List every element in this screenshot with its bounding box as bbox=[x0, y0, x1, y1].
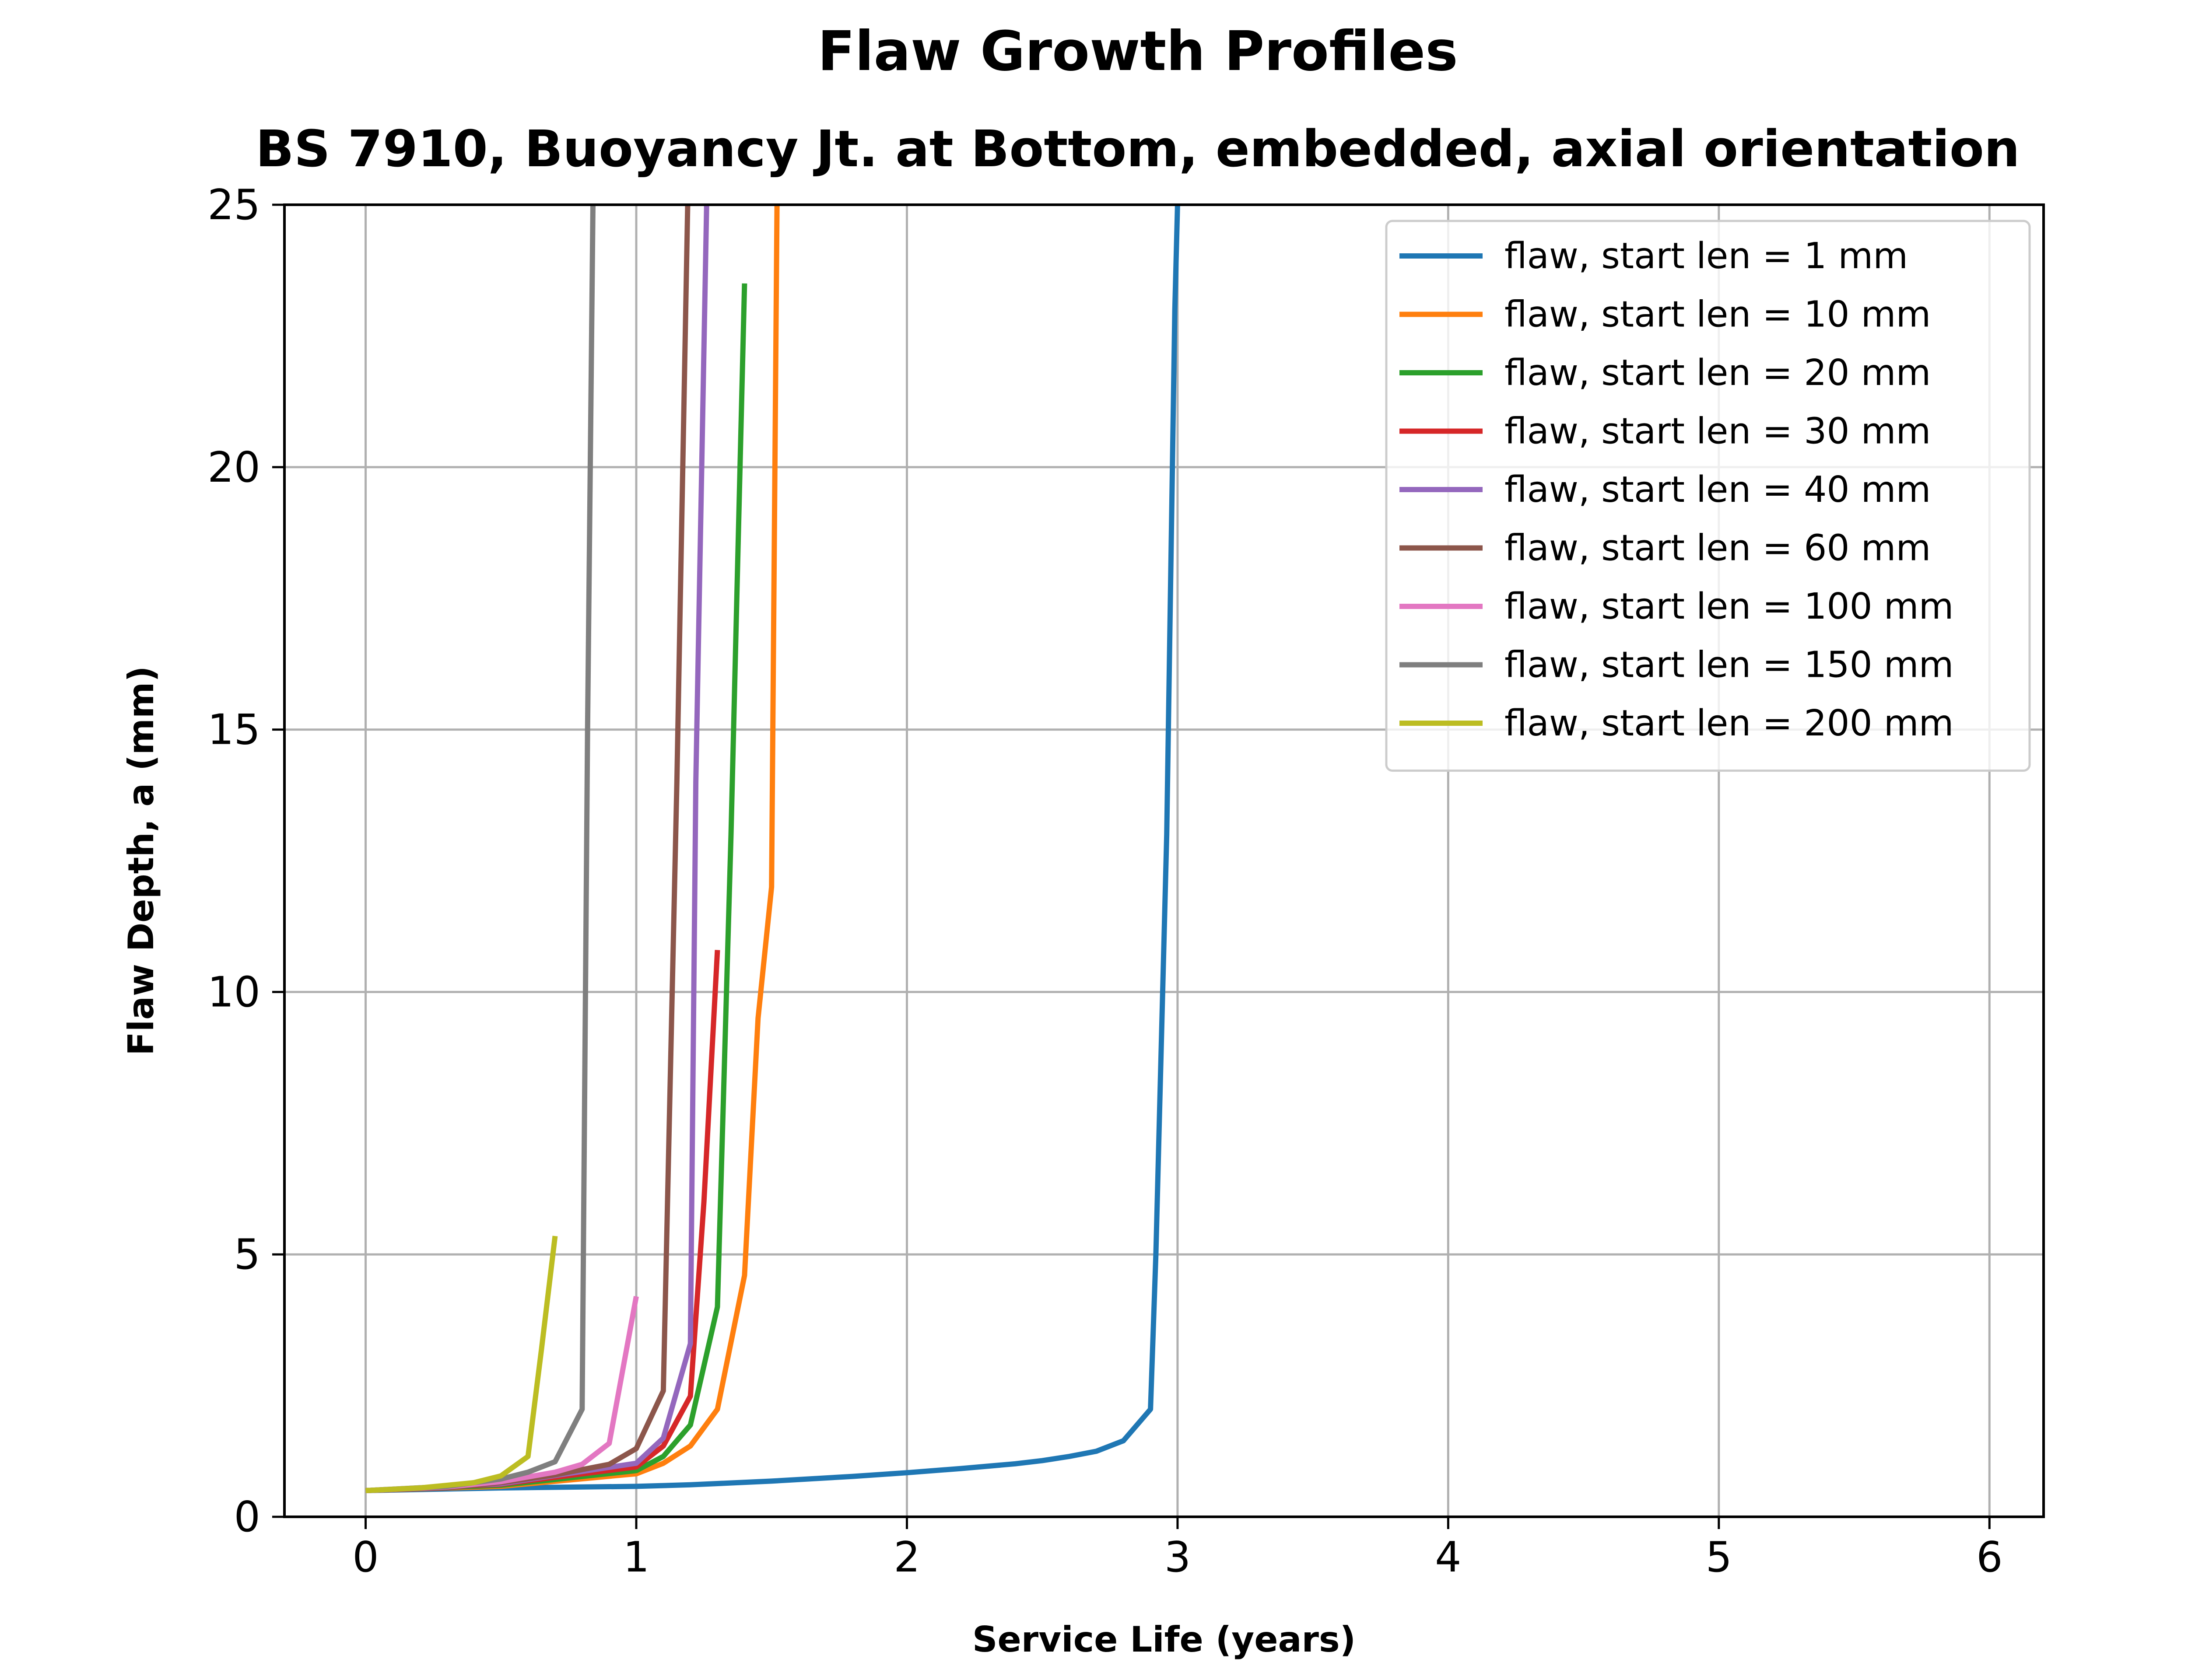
series-line-2 bbox=[365, 283, 747, 1493]
series-line-5 bbox=[365, 205, 691, 1493]
x-tick-label: 5 bbox=[1706, 1533, 1732, 1582]
x-tick-label: 1 bbox=[623, 1533, 649, 1582]
series-lines bbox=[365, 205, 1180, 1493]
series-line-8 bbox=[365, 1236, 558, 1493]
series-line-4 bbox=[365, 205, 709, 1493]
y-tick-label: 25 bbox=[207, 181, 260, 229]
y-tick-label: 20 bbox=[207, 444, 260, 492]
x-tick-label: 6 bbox=[1976, 1533, 2002, 1582]
legend-label-1: flaw, start len = 10 mm bbox=[1504, 294, 1931, 336]
axis-ticks: 0 1 2 3 4 5 6 0 5 10 15 20 25 bbox=[207, 181, 2002, 1582]
x-tick-label: 3 bbox=[1164, 1533, 1191, 1582]
x-tick-label: 0 bbox=[352, 1533, 379, 1582]
y-tick-label: 15 bbox=[207, 706, 260, 754]
x-tick-label: 2 bbox=[894, 1533, 920, 1582]
legend-label-8: flaw, start len = 200 mm bbox=[1504, 703, 1954, 744]
x-axis-label: Service Life (years) bbox=[972, 1619, 1356, 1660]
y-tick-label: 10 bbox=[207, 968, 260, 1016]
plot-area-frame bbox=[283, 203, 2045, 1518]
series-line-0 bbox=[365, 205, 1180, 1493]
y-tick-label: 0 bbox=[234, 1493, 260, 1541]
legend-label-6: flaw, start len = 100 mm bbox=[1504, 586, 1954, 627]
legend-label-5: flaw, start len = 60 mm bbox=[1504, 528, 1931, 569]
legend-label-0: flaw, start len = 1 mm bbox=[1504, 235, 1908, 277]
legend-label-7: flaw, start len = 150 mm bbox=[1504, 644, 1954, 686]
y-tick-label: 5 bbox=[234, 1231, 260, 1279]
x-tick-label: 4 bbox=[1435, 1533, 1461, 1582]
series-line-6 bbox=[365, 1296, 639, 1493]
chart-title: Flaw Growth Profiles bbox=[817, 20, 1458, 83]
legend-label-2: flaw, start len = 20 mm bbox=[1504, 352, 1931, 394]
legend-label-3: flaw, start len = 30 mm bbox=[1504, 411, 1931, 452]
chart-subtitle: BS 7910, Buoyancy Jt. at Bottom, embedde… bbox=[256, 120, 2020, 178]
legend: flaw, start len = 1 mm flaw, start len = … bbox=[1385, 220, 2031, 772]
series-line-7 bbox=[365, 205, 596, 1493]
y-axis-label: Flaw Depth, a (mm) bbox=[121, 666, 161, 1056]
legend-box bbox=[1385, 220, 2031, 772]
legend-label-4: flaw, start len = 40 mm bbox=[1504, 469, 1931, 511]
